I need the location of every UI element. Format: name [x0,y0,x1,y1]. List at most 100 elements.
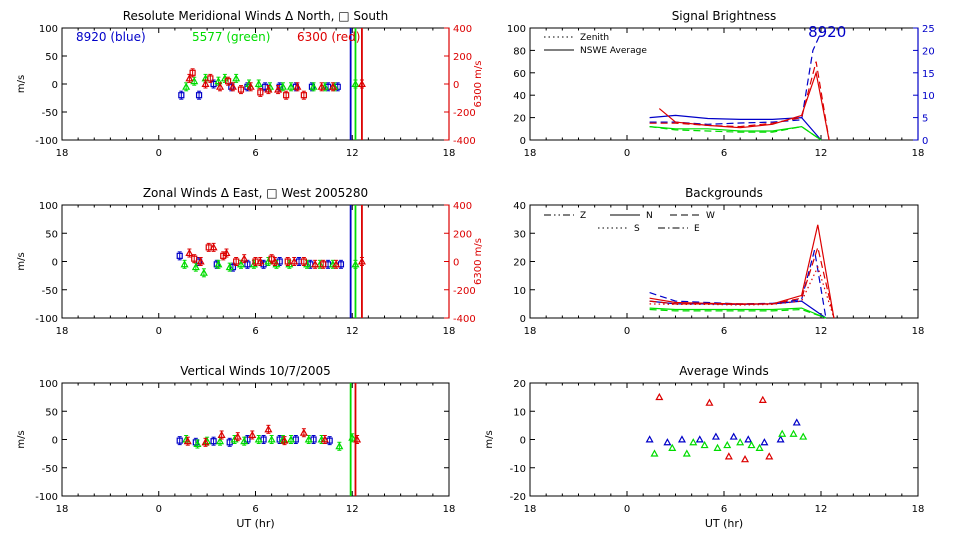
data-point-triangle [191,262,200,271]
data-point-triangle [663,438,672,446]
legend-text: 5577 (green) [192,30,270,44]
data-point-square [220,252,227,259]
x-tick-label: 18 [524,148,537,159]
data-point-square [244,261,251,268]
chart-title: Resolute Meridional Winds Δ North, □ Sou… [123,9,389,23]
y-tick-label: 20 [513,379,526,390]
right-y-tick-label: 400 [453,24,472,35]
right-y-axis-label: 6300 m/s [473,238,484,285]
legend-label: N [646,211,653,221]
series-line [649,308,827,319]
legend-label: W [706,211,715,221]
y-tick-label: 50 [45,407,58,418]
data-point-square [268,255,275,262]
y-tick-label: 10 [513,286,526,297]
data-point-triangle [645,435,654,443]
data-point-triangle [228,82,237,90]
data-point-triangle [713,443,722,451]
right-y-tick-label: -400 [453,136,476,147]
x-tick-label: 6 [252,504,258,515]
x-tick-label: 18 [443,148,456,159]
data-point-triangle [290,257,299,265]
chart-title: Average Winds [679,364,769,378]
data-point-triangle [217,430,226,438]
right-y-tick-label: 200 [453,229,472,240]
data-point-triangle [744,435,753,443]
legend-label: Zenith [580,33,609,43]
data-point-triangle [789,429,798,437]
y-tick-label: 80 [513,46,526,57]
data-point-triangle [668,443,677,451]
y-tick-label: 100 [507,24,526,35]
y-tick-label: -50 [42,464,58,475]
data-point-triangle [332,260,341,268]
data-point-triangle [351,79,360,88]
chart-title: Backgrounds [685,186,763,200]
x-tick-label: 0 [624,504,630,515]
series-line [649,114,822,141]
data-point-square [210,438,217,445]
data-point-square [178,92,185,99]
plot-frame [529,382,919,497]
x-tick-label: 18 [524,504,537,515]
x-tick-label: 18 [524,326,537,337]
data-point-square [320,261,327,268]
data-point-triangle [747,440,756,449]
x-tick-label: 18 [56,326,69,337]
x-tick-label: 6 [252,326,258,337]
data-point-triangle [286,435,295,443]
x-axis-label: UT (hr) [705,517,743,530]
data-point-triangle [317,82,326,90]
data-point-triangle [309,82,318,90]
right-y-axis-label: 6300 m/s [473,61,484,108]
data-point-triangle [724,452,733,460]
y-tick-label: -50 [42,108,58,119]
data-point-triangle [185,74,194,82]
y-tick-label: 0 [520,136,526,147]
y-axis-label: m/s [16,252,27,270]
data-point-square [300,258,307,265]
x-tick-label: 18 [912,326,925,337]
legend-label: NSWE Average [580,46,647,56]
x-tick-label: 12 [346,504,359,515]
plot-frame [529,204,919,319]
data-point-square [284,258,291,265]
series-line [649,245,835,319]
data-point-triangle [240,436,249,445]
data-point-triangle [689,438,698,446]
data-point-triangle [201,438,210,446]
data-point-triangle [778,429,787,437]
right-y-tick-label: 15 [922,69,935,80]
right-y-tick-label: 200 [453,52,472,63]
data-point-triangle [264,85,273,93]
data-point-triangle [293,82,302,90]
data-point-triangle [274,85,283,93]
right-y-tick-label: -200 [453,286,476,297]
data-point-triangle [776,435,785,443]
data-point-triangle [299,428,308,436]
y-tick-label: -20 [510,492,526,503]
legend-label: S [634,224,640,234]
series-line [649,224,835,319]
data-point-triangle [682,449,691,457]
data-point-triangle [267,435,276,443]
x-tick-label: 6 [721,326,727,337]
chart-title: Vertical Winds 10/7/2005 [180,364,331,378]
right-y-tick-label: -200 [453,108,476,119]
series-line [649,32,822,125]
data-point-square [189,69,196,76]
data-point-triangle [222,248,231,257]
data-point-triangle [357,257,366,265]
x-tick-label: 0 [156,148,162,159]
y-tick-label: -10 [510,464,526,475]
data-point-triangle [348,433,357,441]
data-point-triangle [760,438,769,446]
x-tick-label: 6 [721,148,727,159]
right-y-tick-label: 20 [922,46,935,57]
data-point-square [252,258,259,265]
data-point-triangle [193,439,202,448]
series-line [649,61,830,141]
